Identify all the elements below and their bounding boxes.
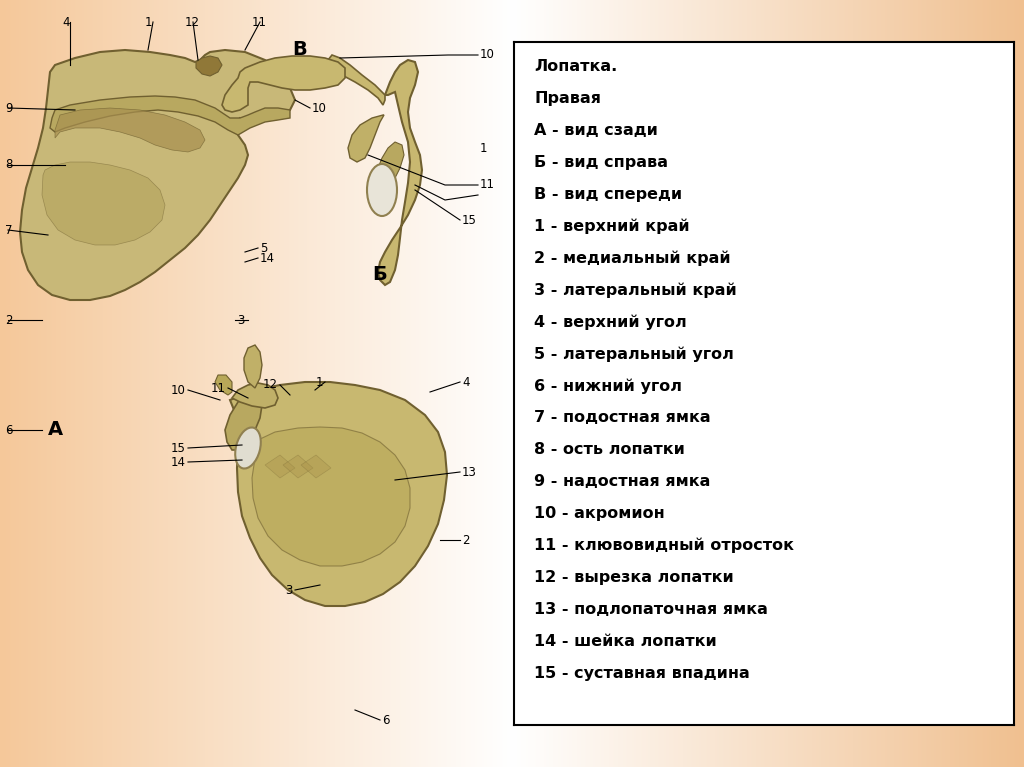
Text: 1: 1 [480, 141, 487, 154]
Text: 6: 6 [5, 423, 12, 436]
Polygon shape [283, 455, 313, 478]
Text: Лопатка.: Лопатка. [535, 59, 617, 74]
Polygon shape [252, 427, 410, 566]
Polygon shape [225, 392, 262, 450]
Text: 1: 1 [315, 376, 323, 389]
Text: 2: 2 [462, 534, 469, 547]
Text: 8 - ость лопатки: 8 - ость лопатки [535, 443, 685, 457]
Text: В: В [293, 40, 307, 59]
Text: 11: 11 [252, 15, 267, 28]
Text: 10: 10 [480, 48, 495, 61]
Text: 3 - латеральный край: 3 - латеральный край [535, 283, 737, 298]
Text: 14: 14 [260, 252, 275, 265]
Text: 3: 3 [286, 584, 293, 597]
Polygon shape [265, 455, 295, 478]
Text: Правая: Правая [535, 91, 601, 106]
Polygon shape [55, 108, 205, 152]
Text: 4: 4 [62, 15, 70, 28]
Text: 11: 11 [480, 179, 495, 192]
Text: 1 - верхний край: 1 - верхний край [535, 219, 689, 234]
Text: 6: 6 [382, 713, 389, 726]
Text: 15 - суставная впадина: 15 - суставная впадина [535, 666, 750, 680]
Text: 4 - верхний угол: 4 - верхний угол [535, 314, 687, 330]
Text: 9: 9 [5, 101, 12, 114]
Text: Б: Б [373, 265, 387, 284]
Polygon shape [348, 115, 384, 162]
Ellipse shape [236, 427, 261, 469]
Text: 2: 2 [5, 314, 12, 327]
Polygon shape [42, 162, 165, 245]
Polygon shape [215, 375, 232, 395]
Text: 7: 7 [5, 223, 12, 236]
Polygon shape [301, 455, 331, 478]
Text: В - вид спереди: В - вид спереди [535, 187, 682, 202]
Polygon shape [196, 56, 222, 76]
Polygon shape [50, 96, 290, 135]
Text: 13: 13 [462, 466, 477, 479]
Polygon shape [378, 142, 404, 185]
Polygon shape [230, 382, 447, 606]
Text: 7 - подостная ямка: 7 - подостная ямка [535, 410, 711, 425]
Text: 11: 11 [211, 381, 226, 394]
Text: 15: 15 [171, 442, 186, 455]
Text: 1: 1 [145, 15, 153, 28]
Text: 10: 10 [171, 384, 186, 397]
Text: А - вид сзади: А - вид сзади [535, 123, 657, 138]
Text: 10 - акромион: 10 - акромион [535, 506, 665, 521]
Text: 3: 3 [237, 314, 245, 327]
Text: 13 - подлопаточная ямка: 13 - подлопаточная ямка [535, 602, 768, 617]
Text: 14 - шейка лопатки: 14 - шейка лопатки [535, 634, 717, 649]
Text: 10: 10 [312, 101, 327, 114]
Text: 9 - надостная ямка: 9 - надостная ямка [535, 474, 711, 489]
Text: 12: 12 [263, 378, 278, 391]
Ellipse shape [367, 164, 397, 216]
Text: 6 - нижний угол: 6 - нижний угол [535, 378, 682, 394]
Text: 12 - вырезка лопатки: 12 - вырезка лопатки [535, 570, 734, 585]
Polygon shape [232, 383, 278, 408]
Text: 5: 5 [260, 242, 267, 255]
Text: А: А [47, 420, 62, 439]
Text: 4: 4 [462, 376, 469, 389]
Text: 12: 12 [185, 15, 200, 28]
Polygon shape [244, 345, 262, 388]
Text: 8: 8 [5, 159, 12, 172]
Text: 5 - латеральный угол: 5 - латеральный угол [535, 347, 734, 362]
Text: 2 - медиальный край: 2 - медиальный край [535, 251, 731, 266]
Text: 11 - клювовидный отросток: 11 - клювовидный отросток [535, 538, 794, 554]
Polygon shape [328, 55, 385, 105]
Text: 15: 15 [462, 213, 477, 226]
Text: Б - вид справа: Б - вид справа [535, 155, 668, 170]
Text: 14: 14 [171, 456, 186, 469]
Polygon shape [222, 56, 345, 112]
Polygon shape [20, 50, 295, 300]
Polygon shape [378, 60, 422, 285]
